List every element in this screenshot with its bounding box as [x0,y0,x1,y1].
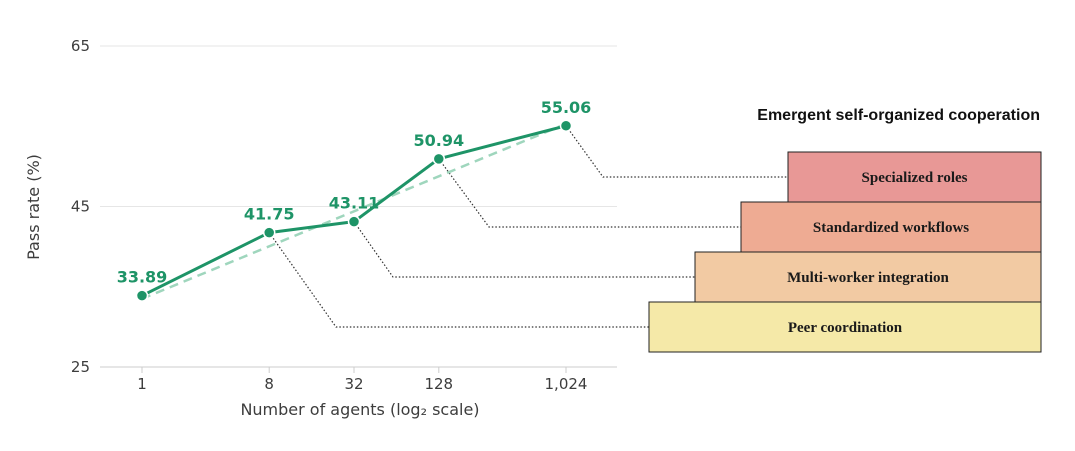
stage-label: Specialized roles [862,170,968,186]
data-point [135,289,149,302]
stage-label: Multi-worker integration [787,270,949,286]
data-label: 55.06 [541,98,592,117]
stage-connector [353,221,695,278]
x-tick-label: 128 [424,375,453,393]
y-tick-label: 65 [71,37,90,55]
stage-connector [438,158,741,228]
annotation-stages: Specialized roles Standardized workflows M… [648,151,1042,353]
x-tick-label: 1 [137,375,147,393]
y-tick-label: 25 [71,358,90,376]
data-point [559,119,573,133]
stage-connector [565,125,788,178]
data-label: 50.94 [413,131,464,150]
data-label: 43.11 [329,194,380,213]
y-axis-ticks: 25 45 65 [71,37,90,376]
annotation-connectors [268,125,788,328]
x-axis-ticks: 1 8 32 128 1,024 [137,367,587,393]
stage-box [787,151,1042,203]
data-label: 41.75 [244,205,295,224]
data-points [135,119,573,302]
data-point [347,215,361,228]
x-tick-label: 8 [264,375,274,393]
x-tick-label: 32 [344,375,363,393]
annotation-title: Emergent self-organized cooperation [757,107,1040,124]
x-axis-title: Number of agents (log₂ scale) [240,400,479,419]
data-point [432,152,446,166]
data-label: 33.89 [117,268,168,287]
grid [100,45,617,207]
stage-label: Standardized workflows [813,220,969,236]
data-point [262,226,276,239]
stage-box [648,301,1042,353]
stage-label: Peer coordination [788,320,903,336]
stage-connector [268,232,649,328]
data-labels: 33.89 41.75 43.11 50.94 55.06 [117,98,592,287]
x-tick-label: 1,024 [545,375,588,393]
y-axis-title: Pass rate (%) [24,154,43,260]
trend-line [141,122,567,300]
y-tick-label: 45 [71,198,90,216]
